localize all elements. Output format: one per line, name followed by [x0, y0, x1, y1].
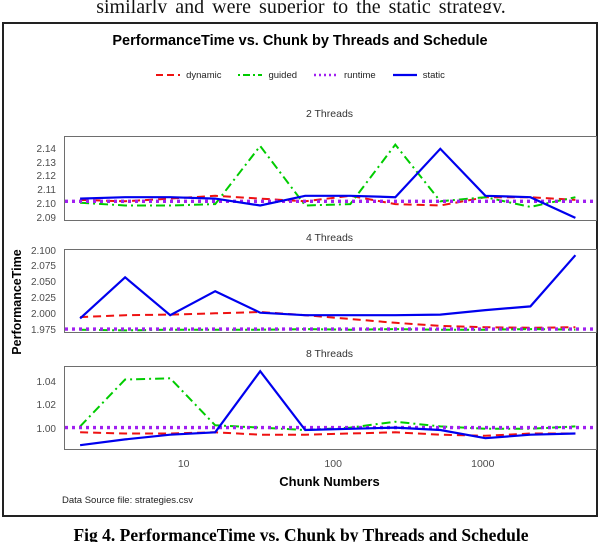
series-line-static [79, 254, 577, 320]
y-tick-label: 2.12 [36, 171, 56, 183]
data-source-note: Data Source file: strategies.csv [62, 495, 193, 506]
y-tick-label: 1.02 [36, 400, 56, 411]
series-line-dynamic [80, 194, 576, 207]
facet-label-8-threads: 8 Threads [305, 348, 354, 360]
series-line-static [79, 369, 576, 447]
series-line-dynamic [80, 431, 576, 437]
series-line-guided [79, 377, 576, 432]
y-tick-label: 2.11 [37, 185, 56, 197]
y-axis-ticks-2-threads: 2.14 2.13 2.12 2.11 2.10 2.09 [4, 136, 60, 224]
y-tick-label: 2.09 [36, 212, 56, 224]
series-line-guided [80, 142, 576, 208]
legend-key-dynamic-icon [156, 74, 181, 76]
body-text-line: similarly and were superior to the stati… [96, 0, 506, 13]
legend-label-runtime: runtime [344, 69, 376, 81]
x-axis-label: Chunk Numbers [279, 474, 380, 489]
x-tick-label: 1000 [471, 458, 495, 470]
y-tick-label: 2.14 [36, 143, 56, 155]
legend-label-dynamic: dynamic [186, 69, 222, 81]
y-tick-label: 2.13 [36, 157, 56, 169]
facet-plot-4-threads [65, 254, 596, 332]
y-axis-ticks-8-threads: 1.04 1.02 1.00 [4, 366, 60, 448]
y-tick-label: 2.100 [30, 245, 56, 257]
legend-label-guided: guided [268, 69, 298, 81]
y-tick-label: 2.075 [30, 261, 56, 273]
legend-item-runtime: runtime [313, 70, 376, 81]
facet-plot-8-threads [65, 369, 596, 447]
figure-caption: Fig 4. PerformanceTime vs. Chunk by Thre… [73, 525, 529, 542]
y-tick-label: 2.10 [36, 199, 56, 210]
y-tick-label: 1.04 [36, 376, 56, 388]
facet-label-2-threads: 2 Threads [305, 108, 354, 120]
facet-plot-2-threads [65, 142, 596, 219]
y-axis-ticks-4-threads: 2.100 2.075 2.050 2.025 2.000 1.975 [4, 245, 60, 336]
x-tick-label: 100 [324, 458, 342, 470]
figure-caption-cropped: Fig 4. PerformanceTime vs. Chunk by Thre… [0, 523, 602, 542]
series-line-static [80, 147, 576, 219]
x-axis-ticks: 10 100 1000 [64, 458, 595, 471]
legend-label-static: static [422, 69, 445, 81]
chart-title: PerformanceTime vs. Chunk by Threads and… [112, 33, 488, 49]
facet-label-4-threads: 4 Threads [305, 232, 354, 244]
y-tick-label: 1.00 [36, 423, 56, 435]
y-tick-label: 2.050 [30, 277, 56, 289]
facet-panel-8-threads [64, 366, 597, 450]
legend-item-static: static [392, 70, 445, 81]
x-tick-label: 10 [177, 458, 190, 470]
y-tick-label: 1.975 [30, 324, 56, 336]
y-tick-label: 2.025 [30, 292, 56, 304]
legend-key-runtime-icon [314, 73, 339, 77]
chart-legend: dynamic guided runtime static [4, 68, 596, 82]
legend-item-dynamic: dynamic [155, 70, 221, 81]
series-line-dynamic [80, 310, 576, 329]
y-tick-label: 2.000 [30, 308, 56, 320]
legend-key-guided-icon [238, 74, 263, 76]
facet-panel-4-threads [64, 249, 597, 333]
body-text-cropped: similarly and were superior to the stati… [0, 0, 602, 13]
chart-figure: PerformanceTime vs. Chunk by Threads and… [2, 22, 598, 517]
facet-panel-2-threads [64, 136, 597, 221]
legend-key-static-icon [392, 73, 417, 77]
legend-item-guided: guided [237, 70, 297, 81]
